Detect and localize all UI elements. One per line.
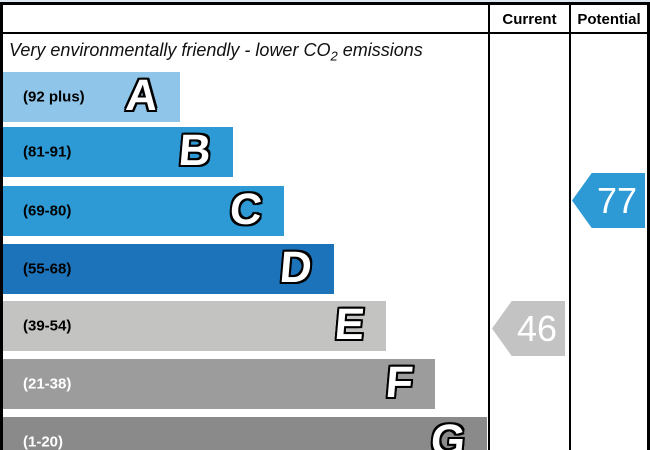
chart-title-text: Very environmentally friendly - lower CO bbox=[9, 40, 331, 60]
rating-band-D: (55-68) D bbox=[3, 243, 334, 294]
band-range-label: (1-20) bbox=[23, 433, 64, 450]
rating-band-A: (92 plus) A bbox=[3, 71, 180, 122]
current-column-divider bbox=[488, 2, 490, 450]
header-underline bbox=[0, 32, 650, 34]
band-letter: C bbox=[228, 185, 265, 235]
chart-border-left bbox=[0, 2, 3, 450]
page-edge-strip bbox=[0, 0, 650, 2]
band-letter: B bbox=[177, 126, 214, 176]
band-range-label: (21-38) bbox=[23, 375, 72, 393]
band-letter: E bbox=[332, 300, 367, 350]
rating-band-E: (39-54) E bbox=[3, 300, 386, 351]
rating-band-G: (1-20) G bbox=[3, 416, 487, 450]
potential-column-divider bbox=[569, 2, 571, 450]
chart-title: Very environmentally friendly - lower CO… bbox=[9, 40, 484, 64]
chart-title-subscript: 2 bbox=[330, 48, 338, 64]
band-range-label: (81-91) bbox=[23, 143, 72, 161]
band-letter: A bbox=[124, 71, 161, 121]
current-column-header: Current bbox=[502, 11, 557, 28]
potential-rating-arrow: 77 bbox=[572, 173, 645, 228]
band-letter: G bbox=[428, 416, 468, 450]
band-range-label: (69-80) bbox=[23, 202, 72, 220]
chart-title-text-end: emissions bbox=[337, 40, 423, 60]
rating-band-C: (69-80) C bbox=[3, 185, 284, 236]
rating-band-B: (81-91) B bbox=[3, 126, 233, 177]
chart-border-top bbox=[0, 2, 650, 5]
potential-column-header: Potential bbox=[577, 11, 641, 28]
band-letter: D bbox=[278, 243, 315, 293]
potential-rating-value: 77 bbox=[596, 179, 638, 221]
chart-border-right bbox=[647, 2, 650, 450]
band-letter: F bbox=[384, 358, 416, 408]
band-range-label: (92 plus) bbox=[23, 88, 85, 106]
band-range-label: (55-68) bbox=[23, 260, 72, 278]
rating-band-F: (21-38) F bbox=[3, 358, 435, 409]
current-rating-arrow: 46 bbox=[492, 301, 565, 356]
current-rating-value: 46 bbox=[516, 307, 558, 349]
band-range-label: (39-54) bbox=[23, 317, 72, 335]
